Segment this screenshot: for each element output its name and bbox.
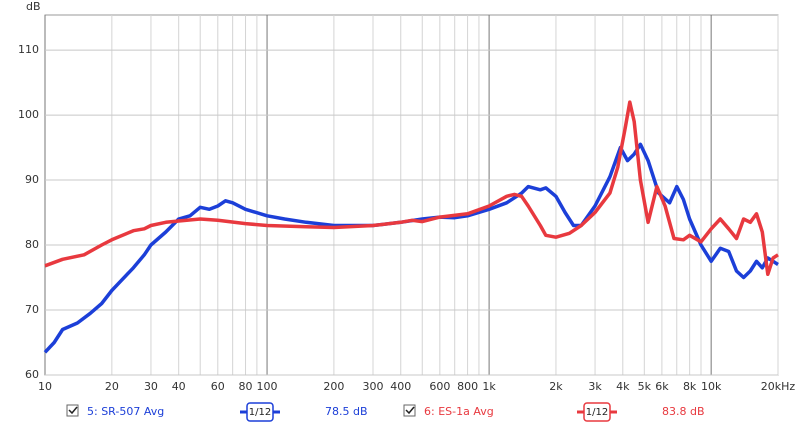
x-tick-label: 200 bbox=[323, 380, 344, 393]
x-tick-label: 300 bbox=[362, 380, 383, 393]
x-tick-label: 30 bbox=[144, 380, 158, 393]
x-tick-label: 2k bbox=[549, 380, 563, 393]
x-tick-label: 10 bbox=[38, 380, 52, 393]
y-tick-label: 80 bbox=[25, 238, 39, 251]
y-tick-label: 60 bbox=[25, 368, 39, 381]
x-tick-label: 8k bbox=[683, 380, 697, 393]
smoothing-label: 1/12 bbox=[249, 407, 271, 418]
x-tick-label: 400 bbox=[390, 380, 411, 393]
check bbox=[68, 406, 78, 415]
x-tick-label: 100 bbox=[257, 380, 278, 393]
x-tick-label: 60 bbox=[211, 380, 225, 393]
x-tick-label: 20kHz bbox=[761, 380, 796, 393]
x-tick-label: 40 bbox=[172, 380, 186, 393]
y-tick-label: 90 bbox=[25, 173, 39, 186]
x-tick-label: 800 bbox=[457, 380, 478, 393]
x-tick-label: 20 bbox=[105, 380, 119, 393]
smoothing-box bbox=[246, 402, 274, 422]
y-tick-label: 100 bbox=[18, 108, 39, 121]
x-tick-label: 5k bbox=[638, 380, 652, 393]
checkbox[interactable] bbox=[403, 404, 416, 417]
x-tick-label: 6k bbox=[655, 380, 669, 393]
frequency-response-line bbox=[44, 100, 779, 277]
checkbox[interactable] bbox=[66, 404, 79, 417]
plot-area bbox=[44, 14, 779, 376]
legend: 5: SR-507 Avg 1/12 78.5 dB 6: ES-1a Avg 1/12… bbox=[66, 402, 705, 422]
smoothing-box bbox=[583, 402, 611, 422]
x-tick-label: 4k bbox=[616, 380, 630, 393]
frequency-response-line bbox=[43, 142, 779, 354]
x-tick-label: 10k bbox=[701, 380, 722, 393]
y-axis-label: dB bbox=[26, 0, 41, 13]
check bbox=[405, 406, 415, 415]
legend-label: 6: ES-1a Avg bbox=[424, 405, 494, 418]
level-label: 78.5 dB bbox=[325, 405, 368, 418]
smoothing-label: 1/12 bbox=[586, 407, 608, 418]
legend-label: 5: SR-507 Avg bbox=[87, 405, 164, 418]
y-tick-label: 70 bbox=[25, 303, 39, 316]
y-tick-label: 110 bbox=[18, 43, 39, 56]
x-tick-label: 80 bbox=[239, 380, 253, 393]
x-tick-label: 600 bbox=[429, 380, 450, 393]
x-tick-label: 3k bbox=[588, 380, 602, 393]
level-label: 83.8 dB bbox=[662, 405, 705, 418]
x-tick-label: 1k bbox=[482, 380, 496, 393]
